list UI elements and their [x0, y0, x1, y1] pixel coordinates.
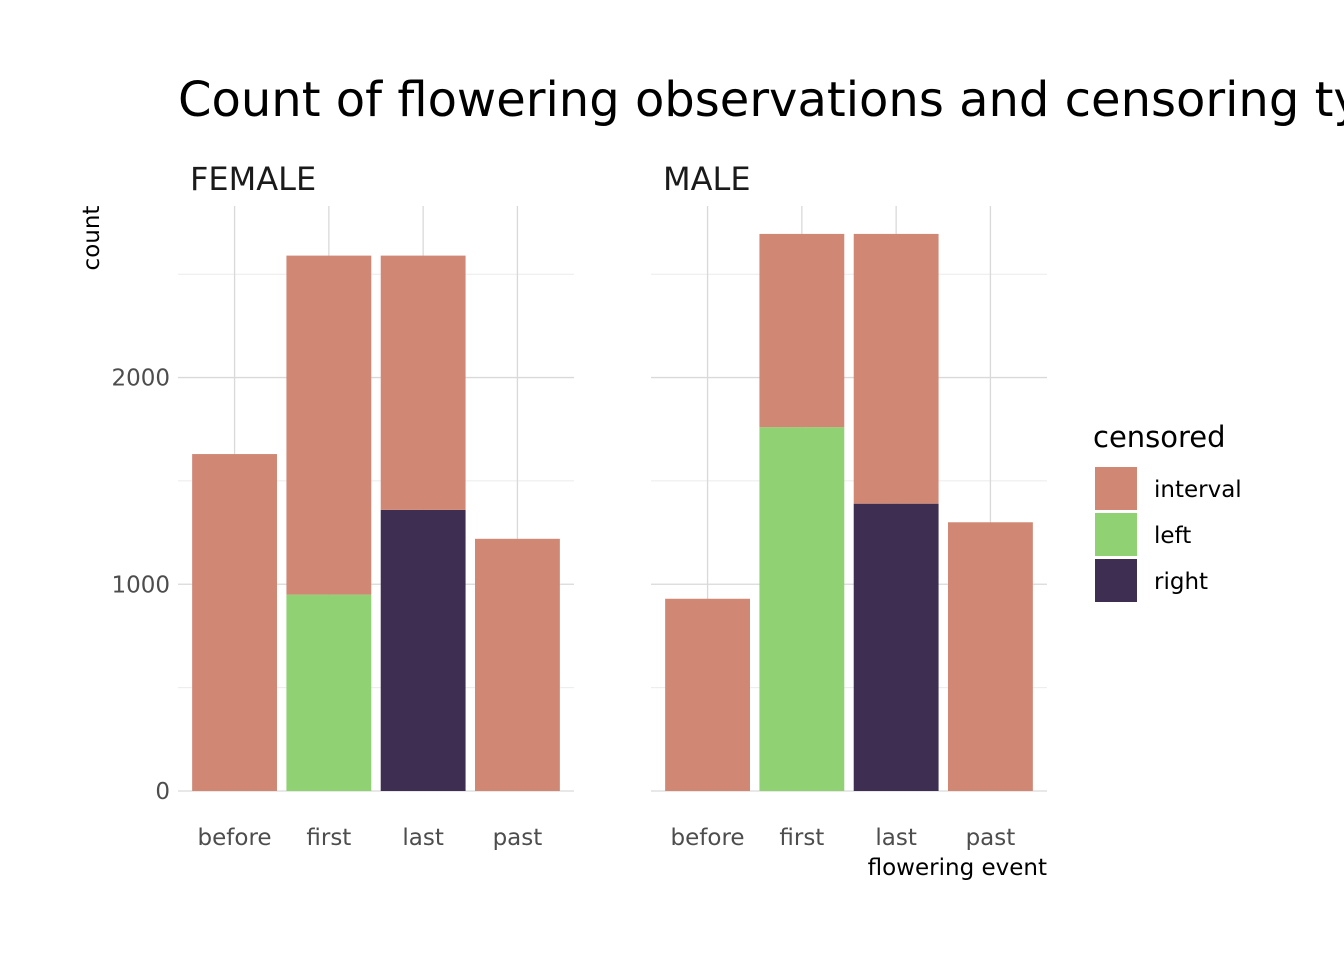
bar-female-before-interval [192, 454, 277, 791]
panel-male: MALE before first last past [651, 160, 1047, 851]
y-tick-label: 2000 [111, 366, 170, 392]
x-tick-label: first [306, 825, 351, 851]
bar-male-last-interval [853, 233, 939, 504]
y-axis-title: count [79, 206, 105, 271]
x-tick-label: before [671, 825, 745, 851]
x-tick-label: last [875, 825, 917, 851]
legend-label-interval: interval [1154, 477, 1242, 503]
legend: censored interval left right [1093, 420, 1242, 602]
x-tick-label: past [966, 825, 1016, 851]
bar-female-first-interval [286, 255, 372, 595]
legend-swatch-right [1095, 559, 1137, 602]
bar-female-past-interval [475, 538, 560, 791]
x-tick-label: last [402, 825, 444, 851]
y-tick-label: 1000 [111, 572, 170, 598]
bar-female-first-left [286, 594, 372, 791]
facet-panels: FEMALE before first last past 0 1000 2000 MALE be… [111, 160, 1047, 851]
chart-title: Count of flowering observations and cens… [178, 72, 1344, 128]
bar-male-last-right [853, 503, 939, 791]
legend-label-left: left [1154, 523, 1191, 549]
x-axis-title: flowering event [868, 855, 1047, 881]
x-tick-label: first [779, 825, 824, 851]
x-tick-label: past [493, 825, 543, 851]
legend-title: censored [1093, 420, 1226, 454]
x-tick-label: before [198, 825, 272, 851]
facet-label-female: FEMALE [190, 160, 316, 198]
legend-swatch-interval [1095, 467, 1137, 510]
bar-male-past-interval [948, 522, 1033, 791]
bar-male-first-left [759, 427, 845, 791]
bar-female-last-right [380, 509, 466, 791]
bar-male-before-interval [665, 598, 750, 791]
facet-label-male: MALE [663, 160, 751, 198]
bar-female-last-interval [380, 255, 466, 510]
y-tick-label: 0 [155, 779, 170, 805]
legend-label-right: right [1154, 569, 1208, 595]
panel-female: FEMALE before first last past 0 1000 2000 [111, 160, 574, 851]
legend-swatch-left [1095, 513, 1137, 556]
bar-male-first-interval [759, 233, 845, 428]
